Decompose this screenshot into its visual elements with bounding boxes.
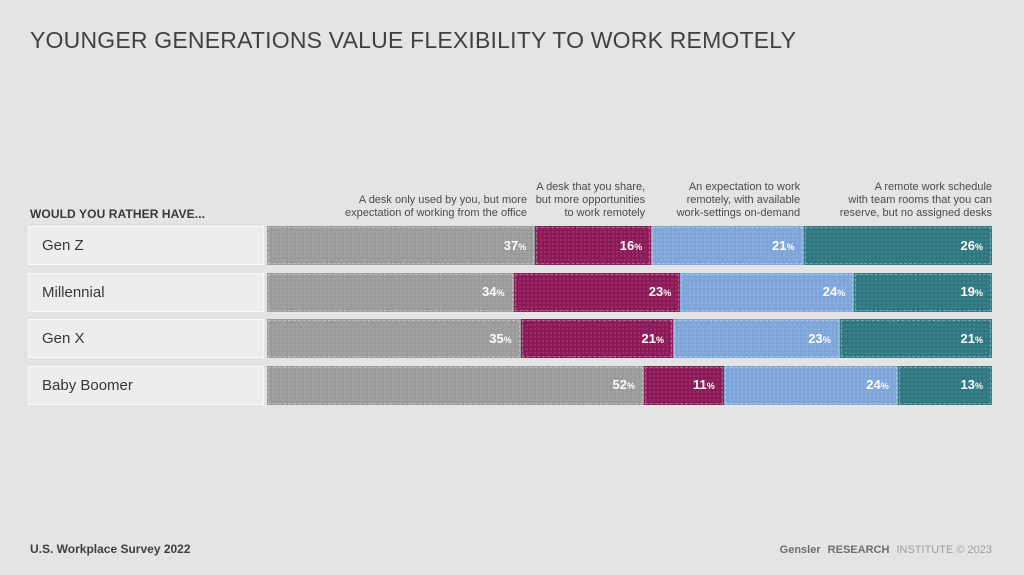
chart-rows: Gen Z 37% 16% 21% 26% Millennial 34% 23% 24% 19% G… [28, 226, 992, 412]
bar-segment: 11% [644, 365, 724, 405]
row-label: Gen Z [28, 226, 264, 265]
segment-value: 23% [648, 284, 672, 299]
bar-segment: 35% [267, 319, 521, 358]
bar-segment: 23% [673, 319, 840, 358]
segment-value: 21% [641, 330, 664, 346]
question-label: WOULD YOU RATHER HAVE... [30, 207, 206, 221]
bar-segment: 21% [520, 319, 673, 358]
segment-value: 24% [866, 377, 889, 392]
bar-segment: 24% [723, 365, 898, 405]
chart-row: Gen Z 37% 16% 21% 26% [28, 226, 992, 265]
brand-name: Gensler [779, 544, 821, 556]
bar-segment: 19% [854, 272, 992, 312]
bar-segment: 26% [803, 226, 992, 265]
bar-segment: 21% [839, 319, 992, 358]
segment-value: 21% [772, 237, 795, 253]
column-header: A desk only used by you, but more expect… [345, 194, 528, 219]
stacked-bar: 52% 11% 24% 13% [267, 365, 992, 405]
brand-institute-year: INSTITUTE © 2023 [896, 544, 992, 556]
page-title: YOUNGER GENERATIONS VALUE FLEXIBILITY TO… [30, 27, 797, 53]
column-headers: A desk only used by you, but more expect… [254, 176, 992, 222]
stacked-bar: 34% 23% 24% 19% [267, 272, 992, 312]
segment-value: 13% [960, 377, 983, 392]
segment-value: 19% [960, 284, 983, 299]
chart-row: Millennial 34% 23% 24% 19% [28, 272, 992, 312]
chart-row: Gen X 35% 21% 23% 21% [28, 319, 992, 358]
segment-value: 24% [822, 284, 846, 299]
column-header: A remote work schedule with team rooms t… [839, 181, 992, 219]
segment-value: 52% [612, 377, 635, 392]
segment-value: 26% [960, 237, 983, 253]
bar-segment: 52% [267, 365, 644, 405]
stacked-bar: 35% 21% 23% 21% [267, 319, 992, 358]
segment-value: 21% [960, 330, 983, 346]
brand-credit: Gensler RESEARCH INSTITUTE © 2023 [780, 544, 992, 556]
segment-value: 35% [489, 330, 512, 346]
segment-value: 11% [692, 377, 715, 392]
bar-segment: 21% [651, 226, 804, 265]
segment-value: 34% [482, 284, 505, 299]
bar-segment: 13% [897, 365, 992, 405]
brand-research: RESEARCH [827, 544, 890, 556]
segment-value: 16% [619, 237, 643, 253]
bar-segment: 37% [267, 226, 536, 265]
row-label: Millennial [28, 272, 264, 312]
segment-value: 23% [808, 330, 831, 346]
source-label: U.S. Workplace Survey 2022 [30, 542, 191, 556]
column-header: An expectation to work remotely, with av… [676, 181, 801, 219]
bar-segment: 24% [680, 272, 855, 312]
row-label: Baby Boomer [28, 365, 264, 405]
bar-segment: 16% [535, 226, 652, 265]
stacked-bar: 37% 16% 21% 26% [267, 226, 992, 265]
chart-row: Baby Boomer 52% 11% 24% 13% [28, 365, 992, 405]
column-header: A desk that you share, but more opportun… [535, 181, 646, 219]
bar-segment: 23% [513, 272, 681, 312]
bar-segment: 34% [267, 272, 514, 312]
row-label: Gen X [28, 319, 264, 358]
segment-value: 37% [503, 237, 527, 253]
